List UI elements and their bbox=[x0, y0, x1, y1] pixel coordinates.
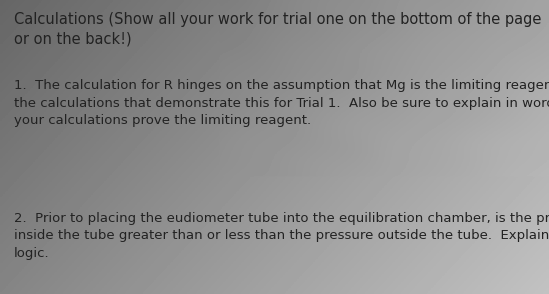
Text: 2.  Prior to placing the eudiometer tube into the equilibration chamber, is the : 2. Prior to placing the eudiometer tube … bbox=[14, 212, 549, 260]
Text: 1.  The calculation for R hinges on the assumption that Mg is the limiting reage: 1. The calculation for R hinges on the a… bbox=[14, 79, 549, 127]
Text: Calculations (Show all your work for trial one on the bottom of the page
or on t: Calculations (Show all your work for tri… bbox=[14, 12, 541, 46]
